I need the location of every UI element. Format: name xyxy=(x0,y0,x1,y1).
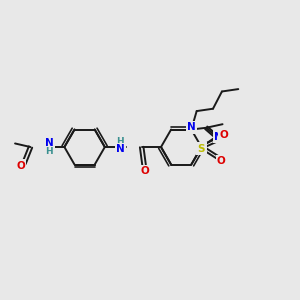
Text: N: N xyxy=(214,131,223,142)
Text: O: O xyxy=(16,161,25,171)
Text: O: O xyxy=(219,130,228,140)
Text: N: N xyxy=(45,138,53,148)
Text: H: H xyxy=(45,147,53,156)
Text: N: N xyxy=(116,144,125,154)
Text: S: S xyxy=(198,143,205,154)
Text: O: O xyxy=(217,156,226,166)
Text: N: N xyxy=(187,122,196,132)
Text: O: O xyxy=(140,167,149,176)
Text: H: H xyxy=(116,136,124,146)
